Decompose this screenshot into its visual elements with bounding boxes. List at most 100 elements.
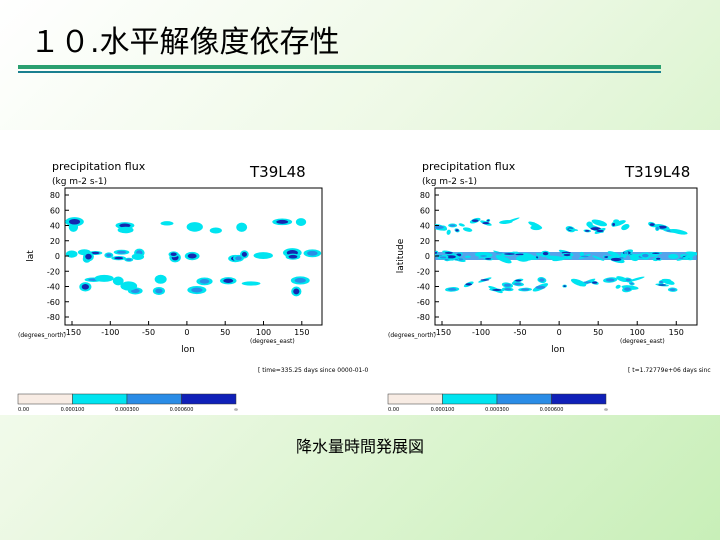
contour-blob bbox=[668, 254, 679, 259]
run-label: T39L48 bbox=[249, 163, 306, 181]
contour-blob bbox=[435, 251, 438, 254]
contour-blob bbox=[657, 225, 667, 229]
contour-blob bbox=[458, 223, 465, 227]
contour-blob bbox=[85, 253, 92, 260]
contour-blob bbox=[669, 229, 688, 235]
contour-blob bbox=[492, 289, 502, 291]
x-tick-label: 150 bbox=[669, 328, 684, 337]
x-axis-label: lon bbox=[551, 345, 565, 355]
y-tick-label: 20 bbox=[420, 237, 430, 246]
colorbar-segment bbox=[551, 393, 607, 405]
x-tick-label: 50 bbox=[593, 328, 603, 337]
contour-blob bbox=[567, 228, 579, 231]
x-tick-label: 150 bbox=[294, 328, 309, 337]
contour-blob bbox=[486, 219, 490, 222]
contour-blob bbox=[582, 281, 593, 284]
contour-blob bbox=[241, 281, 261, 286]
contour-blob bbox=[462, 227, 473, 232]
y-tick-label: -60 bbox=[417, 298, 430, 307]
contour-blob bbox=[596, 229, 604, 233]
contour-blob bbox=[131, 253, 145, 260]
x-axis-label: lon bbox=[181, 345, 195, 355]
y-tick-label: -20 bbox=[417, 267, 430, 276]
contour-blob bbox=[120, 281, 138, 291]
y-axis-label: lat bbox=[26, 250, 36, 262]
x-tick-label: -150 bbox=[433, 328, 451, 337]
contour-blob bbox=[454, 258, 459, 261]
x-tick-label: 0 bbox=[184, 328, 189, 337]
contour-blob bbox=[293, 288, 300, 295]
colorbar-label: 0.00 bbox=[18, 407, 29, 413]
caption: 降水量時間発展図 bbox=[296, 437, 424, 456]
contour-blob bbox=[591, 219, 608, 227]
contour-blob bbox=[621, 224, 630, 231]
contour-blob bbox=[539, 278, 545, 282]
contour-blob bbox=[223, 278, 234, 283]
plot-units: (kg m-2 s-1) bbox=[52, 177, 107, 187]
contour-blob bbox=[480, 255, 487, 257]
colorbar-segment bbox=[72, 393, 128, 405]
contour-blob bbox=[607, 251, 621, 258]
x-unit: (degrees_east) bbox=[620, 338, 665, 345]
contour-blob bbox=[482, 222, 490, 225]
contour-blob bbox=[455, 229, 459, 232]
contour-blob bbox=[465, 283, 472, 286]
contour-blob bbox=[295, 218, 307, 226]
contour-blob bbox=[658, 284, 667, 286]
contour-blob bbox=[649, 223, 655, 227]
y-unit: (degrees_north) bbox=[18, 332, 66, 339]
contour-blob bbox=[91, 251, 100, 255]
contour-blob bbox=[502, 217, 520, 224]
contour-blob bbox=[439, 256, 447, 259]
x-tick-label: 0 bbox=[557, 328, 562, 337]
colorbar-segment bbox=[181, 393, 237, 405]
colorbar-label: 0.000100 bbox=[61, 407, 85, 413]
contour-blob bbox=[187, 253, 197, 259]
contours bbox=[65, 217, 322, 297]
contour-blob bbox=[445, 255, 456, 259]
colorbar-label: ∞ bbox=[234, 407, 238, 413]
contour-blob bbox=[235, 256, 242, 261]
colorbar-segment bbox=[442, 393, 498, 405]
plot-title: precipitation flux bbox=[422, 160, 516, 173]
contour-blob bbox=[504, 283, 511, 287]
contour-blob bbox=[652, 252, 660, 255]
y-tick-label: -40 bbox=[417, 283, 430, 292]
colorbar-label: 0.000300 bbox=[115, 407, 139, 413]
colorbar-segment bbox=[126, 393, 182, 405]
contour-blob bbox=[592, 255, 605, 261]
contour-blob bbox=[535, 285, 546, 289]
y-tick-label: 60 bbox=[420, 206, 430, 215]
contour-blob bbox=[276, 219, 289, 224]
x-tick-label: -100 bbox=[101, 328, 119, 337]
contours bbox=[435, 217, 697, 294]
contour-blob bbox=[592, 281, 598, 284]
contour-blob bbox=[613, 219, 620, 223]
contour-blob bbox=[514, 282, 522, 286]
x-tick-label: -150 bbox=[63, 328, 81, 337]
contour-blob bbox=[170, 252, 177, 257]
y-tick-label: -40 bbox=[47, 283, 60, 292]
contour-blob bbox=[504, 253, 515, 255]
contour-blob bbox=[520, 288, 530, 291]
contour-blob bbox=[116, 250, 127, 254]
colorbar-segment bbox=[387, 393, 443, 405]
contour-blob bbox=[515, 256, 529, 262]
rule bbox=[18, 71, 661, 73]
colorbar-label: ∞ bbox=[604, 407, 608, 413]
contour-blob bbox=[186, 222, 203, 232]
contour-blob bbox=[528, 221, 543, 229]
contour-blob bbox=[542, 251, 549, 256]
contour-blob bbox=[515, 253, 525, 256]
colorbar-label: 0.000600 bbox=[540, 407, 564, 413]
y-tick-label: 0 bbox=[425, 252, 430, 261]
contour-blob bbox=[114, 256, 124, 260]
contour-blob bbox=[630, 282, 634, 285]
contour-blob bbox=[563, 285, 567, 287]
y-unit: (degrees_north) bbox=[388, 332, 436, 339]
contour-blob bbox=[106, 253, 112, 257]
x-tick-label: 50 bbox=[220, 328, 230, 337]
contour-blob bbox=[495, 255, 512, 264]
contour-blob bbox=[523, 252, 537, 260]
contour-blob bbox=[449, 224, 456, 227]
